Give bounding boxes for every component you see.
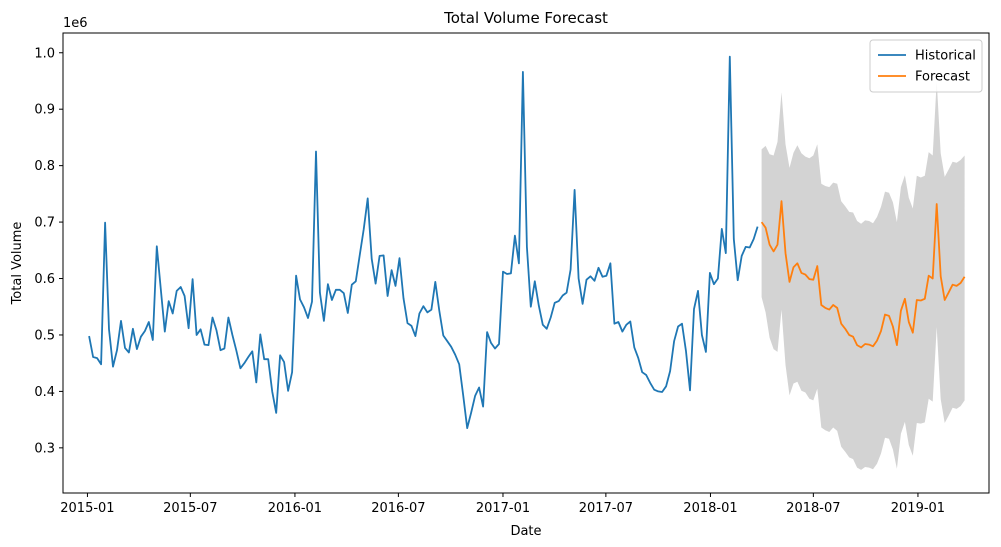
y-tick-label: 0.5: [34, 328, 55, 343]
legend-label-historical: Historical: [915, 49, 976, 64]
chart-title: Total Volume Forecast: [443, 9, 608, 27]
x-tick-label: 2017-01: [476, 501, 530, 516]
forecast-confidence-band: [761, 81, 965, 470]
y-tick-label: 0.9: [34, 103, 55, 118]
y-tick-label: 0.4: [34, 385, 55, 400]
axes-frame: [62, 32, 990, 494]
x-tick-label: 2016-01: [268, 501, 322, 516]
x-tick-label: 2016-07: [371, 501, 425, 516]
x-tick-label: 2015-07: [163, 501, 217, 516]
x-axis-title: Date: [510, 524, 541, 539]
x-tick-label: 2015-01: [60, 501, 114, 516]
y-scale-label: 1e6: [63, 16, 88, 31]
y-axis-title: Total Volume: [10, 222, 25, 306]
legend-box: [869, 39, 983, 93]
y-tick-label: 0.8: [34, 159, 55, 174]
x-tick-label: 2019-01: [891, 501, 945, 516]
x-tick-label: 2017-07: [579, 501, 633, 516]
y-tick-label: 1.0: [34, 46, 55, 61]
legend: Historical Forecast: [869, 39, 983, 93]
x-tick-label: 2018-07: [786, 501, 840, 516]
x-tick-label: 2018-01: [683, 501, 737, 516]
y-tick-label: 0.7: [34, 216, 55, 231]
y-tick-label: 0.3: [34, 441, 55, 456]
plot-area: 2015-01 2015-07 2016-01 2016-07 2017-01 2017-…: [34, 32, 990, 516]
series-line-forecast: [760, 200, 966, 349]
series-line-historical: [88, 55, 759, 430]
legend-label-forecast: Forecast: [915, 70, 970, 85]
y-tick-label: 0.6: [34, 272, 55, 287]
